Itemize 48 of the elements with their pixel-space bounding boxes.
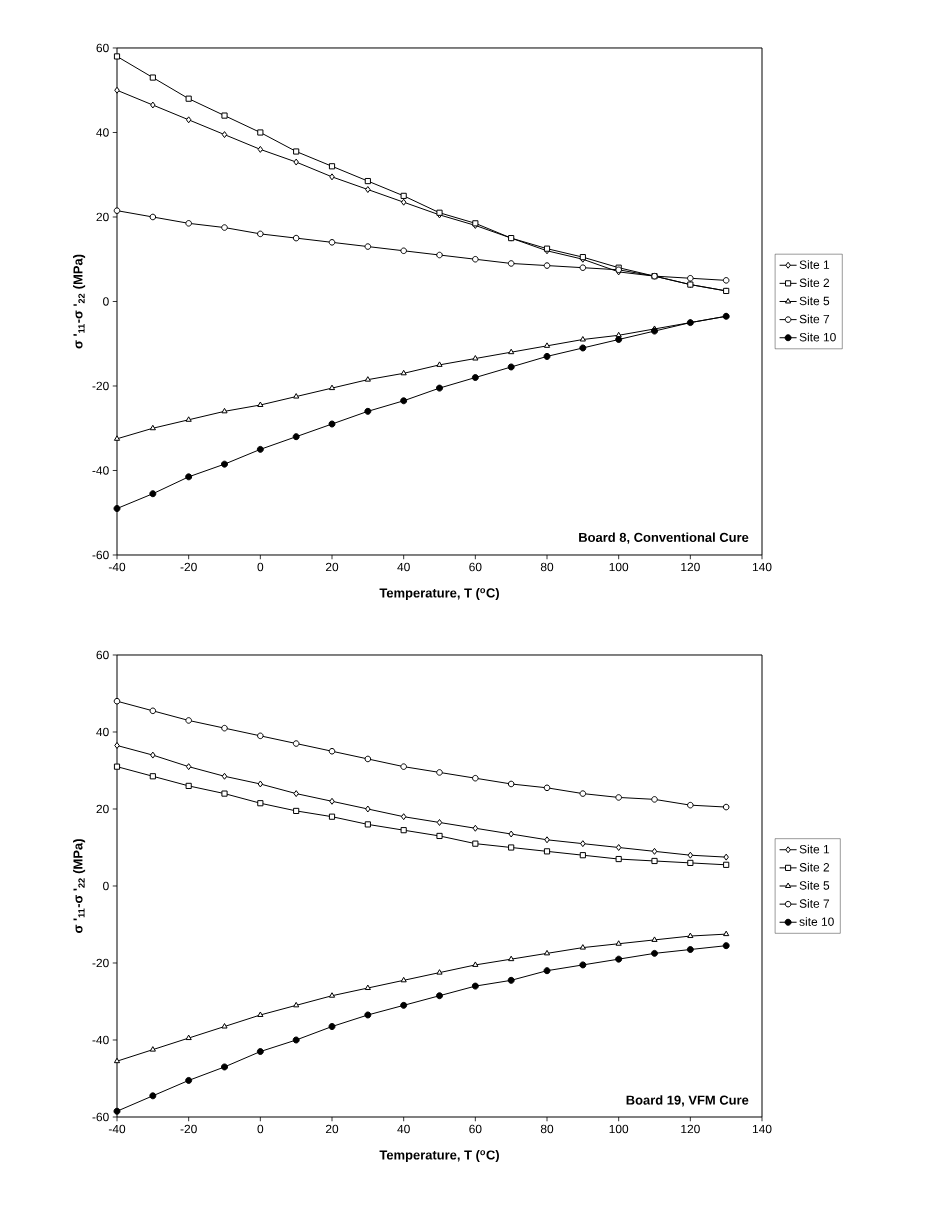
y-tick-label: -60 (92, 550, 109, 560)
y-tick-label: 20 (96, 212, 109, 222)
x-tick-label: 140 (752, 562, 772, 572)
y-tick-label: -20 (92, 958, 109, 968)
legend-label: Site 5 (799, 880, 830, 890)
y-tick-label: -20 (92, 381, 109, 391)
y-tick-label: 60 (96, 43, 109, 53)
y-tick-label: -40 (92, 466, 109, 475)
x-tick-label: 60 (469, 562, 482, 572)
x-tick-label: 120 (681, 1124, 700, 1134)
y-tick-label: 0 (103, 881, 109, 891)
legend-label: Site 7 (799, 314, 830, 324)
y-axis-title: σ '$_{11}$-σ '$_{22}$ (MPa) (73, 254, 86, 349)
legend-label: site 10 (799, 917, 834, 926)
y-tick-label: 20 (96, 804, 109, 814)
y-tick-label: -40 (92, 1035, 109, 1045)
x-axis-title: Temperature, T ($^{o}$C) (379, 1150, 499, 1163)
x-axis-title: Temperature, T ($^{o}$C) (379, 588, 499, 601)
annotation: Board 8, Conventional Cure (579, 532, 749, 544)
x-tick-label: 80 (540, 562, 554, 572)
legend-label: Site 5 (799, 296, 830, 306)
x-tick-label: 100 (609, 1124, 629, 1134)
y-tick-label: 40 (96, 727, 109, 737)
x-tick-label: 20 (325, 1124, 339, 1134)
x-tick-label: 0 (257, 562, 264, 572)
x-tick-label: 140 (752, 1124, 772, 1134)
x-tick-label: 80 (540, 1124, 554, 1134)
x-tick-label: 0 (257, 1124, 264, 1134)
y-tick-label: 0 (103, 297, 109, 306)
x-tick-label: 60 (469, 1124, 482, 1134)
y-tick-label: -60 (92, 1112, 109, 1122)
x-tick-label: 20 (325, 562, 339, 572)
y-tick-label: 40 (96, 128, 109, 137)
y-tick-label: 60 (96, 650, 109, 660)
x-tick-label: 120 (681, 562, 700, 572)
legend-label: Site 2 (799, 862, 830, 872)
x-tick-label: -20 (180, 562, 197, 572)
legend-label: Site 2 (799, 278, 830, 288)
legend-label: Site 7 (799, 899, 830, 908)
x-tick-label: 40 (397, 562, 410, 572)
y-axis-title: σ '$_{11}$-σ '$_{22}$ (MPa) (73, 839, 86, 933)
x-tick-label: -20 (180, 1124, 197, 1134)
legend-label: Site 1 (799, 844, 830, 854)
x-tick-label: 40 (397, 1124, 410, 1134)
x-tick-label: 100 (609, 562, 629, 572)
legend-label: Site 10 (799, 332, 836, 342)
annotation: Board 19, VFM Cure (626, 1095, 749, 1107)
legend-label: Site 1 (799, 260, 830, 269)
